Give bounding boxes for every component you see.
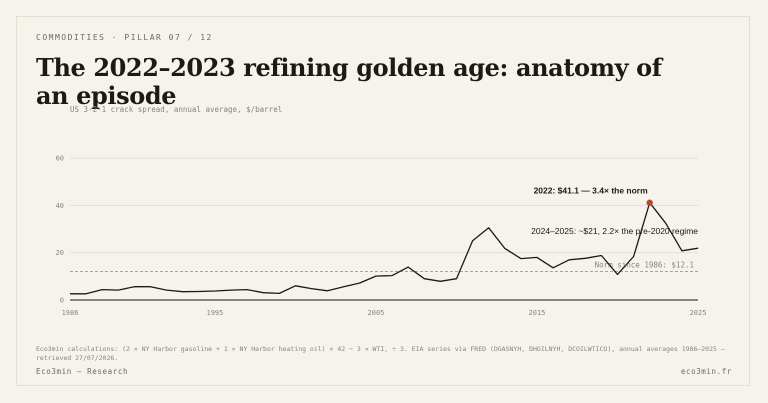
y-tick-label: 60 bbox=[56, 155, 64, 163]
page-frame bbox=[16, 16, 750, 386]
peak-annotation: 2022: $41.1 — 3.4× the norm bbox=[534, 186, 649, 196]
peak-marker bbox=[646, 199, 653, 206]
series-line bbox=[70, 202, 699, 295]
x-tick-label: 2015 bbox=[529, 309, 546, 317]
x-tick-label: 1995 bbox=[206, 309, 223, 317]
footer-site: eco3min.fr bbox=[680, 367, 732, 376]
x-tick-label: 2005 bbox=[368, 309, 385, 317]
reference-label: Norm since 1986: $12.1 bbox=[595, 260, 694, 269]
y-tick-label: 20 bbox=[56, 249, 64, 257]
recent-annotation: 2024–2025: ~$21, 2.2× the pre-2020 regim… bbox=[531, 226, 698, 236]
x-tick-label: 2025 bbox=[690, 309, 707, 317]
y-tick-label: 0 bbox=[60, 297, 64, 305]
source-note: Eco3min calculations: (2 × NY Harbor gas… bbox=[36, 345, 725, 362]
chart-subtitle: US 3-2-1 crack spread, annual average, $… bbox=[70, 105, 283, 114]
page-title: The 2022–2023 refining golden age: anato… bbox=[36, 53, 662, 110]
x-tick-label: 1986 bbox=[62, 309, 79, 317]
y-tick-label: 40 bbox=[56, 202, 64, 210]
footer-brand: Eco3min — Research bbox=[36, 367, 129, 376]
section-kicker: COMMODITIES · PILLAR 07 / 12 bbox=[36, 33, 213, 42]
